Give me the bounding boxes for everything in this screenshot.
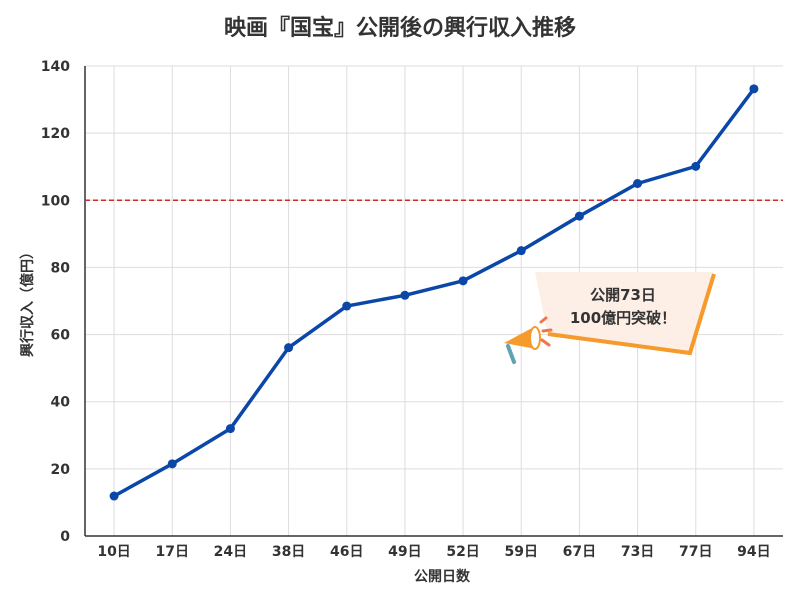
y-tick-label: 0 <box>60 529 70 545</box>
callout: 公開73日 100億円突破！ <box>504 272 716 364</box>
y-tick-label: 140 <box>41 59 70 75</box>
x-tick-label: 73日 <box>621 544 654 560</box>
data-point <box>167 459 177 469</box>
x-tick-label: 17日 <box>156 544 189 560</box>
chart-title: 映画『国宝』公開後の興行収入推移 <box>223 16 576 41</box>
x-tick-label: 46日 <box>330 544 363 560</box>
megaphone-icon <box>504 316 553 364</box>
series-line <box>113 87 756 498</box>
data-points <box>109 84 759 501</box>
y-axis-label: 興行収入（億円） <box>19 245 36 357</box>
data-point <box>574 211 584 221</box>
x-tick-label: 38日 <box>272 544 305 560</box>
y-tick-label: 40 <box>51 395 71 411</box>
callout-bubble <box>535 272 712 355</box>
y-tick-label: 120 <box>41 126 70 142</box>
x-tick-label: 94日 <box>737 544 770 560</box>
x-tick-label: 59日 <box>505 544 538 560</box>
y-tick-label: 80 <box>51 260 71 276</box>
data-point <box>109 491 119 501</box>
x-tick-label: 52日 <box>446 544 479 560</box>
grid <box>84 65 783 537</box>
x-tick-label: 67日 <box>563 544 596 560</box>
data-point <box>458 276 468 286</box>
y-tick-label: 20 <box>51 462 71 478</box>
callout-line-1: 公開73日 <box>590 286 656 304</box>
callout-border <box>547 273 716 356</box>
x-tick-labels: 10日 17日 24日 38日 46日 49日 52日 59日 67日 73日 77日 94日 <box>97 544 770 560</box>
x-tick-label: 49日 <box>388 544 421 560</box>
data-point <box>633 179 643 188</box>
data-point <box>749 84 759 94</box>
y-tick-label: 60 <box>51 328 71 344</box>
data-point <box>284 343 294 353</box>
x-tick-label: 77日 <box>679 544 712 560</box>
y-tick-label: 100 <box>41 193 70 209</box>
data-point <box>691 161 701 171</box>
data-point <box>225 424 235 434</box>
data-point <box>400 290 410 300</box>
y-tick-labels: 0 20 40 60 80 100 120 140 <box>41 59 70 545</box>
x-axis-label: 公開日数 <box>414 568 471 585</box>
data-point <box>342 301 352 311</box>
callout-line-2: 100億円突破！ <box>570 309 676 327</box>
x-tick-label: 10日 <box>97 544 130 560</box>
x-tick-label: 24日 <box>214 544 247 560</box>
data-point <box>516 246 526 256</box>
